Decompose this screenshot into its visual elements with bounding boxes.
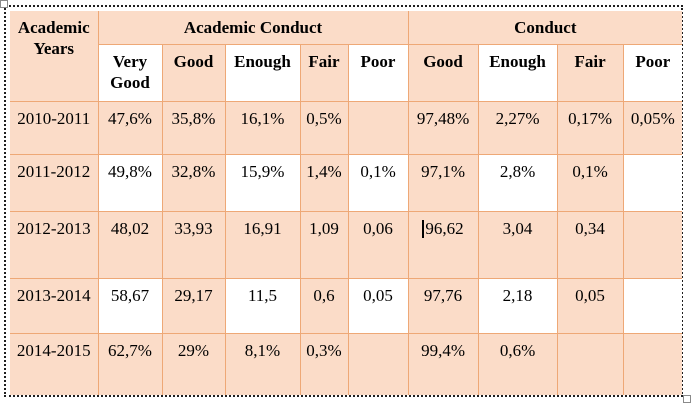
value-cell-with-caret[interactable]: 96,62 xyxy=(407,210,479,279)
value-cell[interactable]: 47,6% xyxy=(97,100,163,155)
sub-header-conduct-good[interactable]: Good xyxy=(407,43,479,102)
value-cell[interactable]: 16,91 xyxy=(224,210,301,279)
value-cell[interactable]: 1,4% xyxy=(299,153,349,212)
value-text: 96,62 xyxy=(425,218,464,238)
value-cell[interactable]: 0,05% xyxy=(622,100,683,155)
value-cell[interactable]: 2,8% xyxy=(477,153,558,212)
value-cell[interactable]: 35,8% xyxy=(161,100,226,155)
value-cell[interactable]: 0,1% xyxy=(347,153,409,212)
value-cell[interactable] xyxy=(347,332,409,396)
group-header-row: Academic Years Academic Conduct Conduct xyxy=(9,10,683,102)
value-cell[interactable]: 1,09 xyxy=(299,210,349,279)
value-cell[interactable]: 49,8% xyxy=(97,153,163,212)
value-cell[interactable] xyxy=(622,210,683,279)
year-cell[interactable]: 2014-2015 xyxy=(9,332,99,396)
academic-years-header[interactable]: Academic Years xyxy=(9,10,99,102)
value-cell[interactable]: 0,05 xyxy=(347,277,409,334)
value-cell[interactable]: 0,5% xyxy=(299,100,349,155)
table-row-2011-2012: 2011-2012 49,8% 32,8% 15,9% 1,4% 0,1% 97… xyxy=(9,153,683,212)
sub-header-fair[interactable]: Fair xyxy=(299,43,349,102)
conduct-results-table: Academic Years Academic Conduct Conduct … xyxy=(9,10,683,396)
value-cell[interactable]: 29,17 xyxy=(161,277,226,334)
value-cell[interactable]: 58,67 xyxy=(97,277,163,334)
year-cell[interactable]: 2013-2014 xyxy=(9,277,99,334)
value-cell[interactable] xyxy=(556,332,624,396)
value-cell[interactable]: 8,1% xyxy=(224,332,301,396)
value-cell[interactable] xyxy=(622,332,683,396)
sub-header-enough[interactable]: Enough xyxy=(224,43,301,102)
sub-header-row: Very Good Good Enough Fair Poor Good Eno… xyxy=(10,43,683,102)
value-cell[interactable]: 48,02 xyxy=(97,210,163,279)
value-cell[interactable]: 2,27% xyxy=(477,100,558,155)
academic-conduct-group-header[interactable]: Academic Conduct xyxy=(97,10,409,45)
table-row-2010-2011: 2010-2011 47,6% 35,8% 16,1% 0,5% 97,48% … xyxy=(9,100,683,155)
value-cell[interactable] xyxy=(622,153,683,212)
value-cell[interactable]: 32,8% xyxy=(161,153,226,212)
table-row-2012-2013: 2012-2013 48,02 33,93 16,91 1,09 0,06 96… xyxy=(9,210,683,279)
value-cell[interactable]: 0,6% xyxy=(477,332,558,396)
sub-header-conduct-enough[interactable]: Enough xyxy=(477,43,558,102)
value-cell[interactable]: 3,04 xyxy=(477,210,558,279)
sub-header-conduct-fair[interactable]: Fair xyxy=(556,43,624,102)
value-cell[interactable]: 2,18 xyxy=(477,277,558,334)
table-row-2013-2014: 2013-2014 58,67 29,17 11,5 0,6 0,05 97,7… xyxy=(9,277,683,334)
value-cell[interactable]: 33,93 xyxy=(161,210,226,279)
year-cell[interactable]: 2012-2013 xyxy=(9,210,99,279)
value-cell[interactable]: 97,48% xyxy=(407,100,479,155)
sub-header-poor[interactable]: Poor xyxy=(347,43,409,102)
year-cell[interactable]: 2010-2011 xyxy=(9,100,99,155)
conduct-group-header[interactable]: Conduct xyxy=(407,10,683,45)
value-cell[interactable]: 0,3% xyxy=(299,332,349,396)
sub-header-very-good[interactable]: Very Good xyxy=(97,43,163,102)
value-cell[interactable]: 97,1% xyxy=(407,153,479,212)
value-cell[interactable]: 29% xyxy=(161,332,226,396)
value-cell[interactable]: 0,06 xyxy=(347,210,409,279)
value-cell[interactable]: 0,05 xyxy=(556,277,624,334)
value-cell[interactable]: 15,9% xyxy=(224,153,301,212)
value-cell[interactable]: 0,1% xyxy=(556,153,624,212)
table-move-handle[interactable] xyxy=(0,0,8,8)
table-row-2014-2015: 2014-2015 62,7% 29% 8,1% 0,3% 99,4% 0,6% xyxy=(9,332,683,396)
year-cell[interactable]: 2011-2012 xyxy=(9,153,99,212)
value-cell[interactable]: 97,76 xyxy=(407,277,479,334)
value-cell[interactable]: 11,5 xyxy=(224,277,301,334)
value-cell[interactable] xyxy=(347,100,409,155)
value-cell[interactable]: 16,1% xyxy=(224,100,301,155)
value-cell[interactable]: 62,7% xyxy=(97,332,163,396)
table-resize-handle[interactable] xyxy=(683,395,691,403)
sub-header-conduct-poor[interactable]: Poor xyxy=(622,43,683,102)
value-cell[interactable]: 0,17% xyxy=(556,100,624,155)
sub-header-good[interactable]: Good xyxy=(161,43,226,102)
text-cursor-caret xyxy=(422,219,425,238)
value-cell[interactable] xyxy=(622,277,683,334)
value-cell[interactable]: 0,6 xyxy=(299,277,349,334)
value-cell[interactable]: 99,4% xyxy=(407,332,479,396)
value-cell[interactable]: 0,34 xyxy=(556,210,624,279)
